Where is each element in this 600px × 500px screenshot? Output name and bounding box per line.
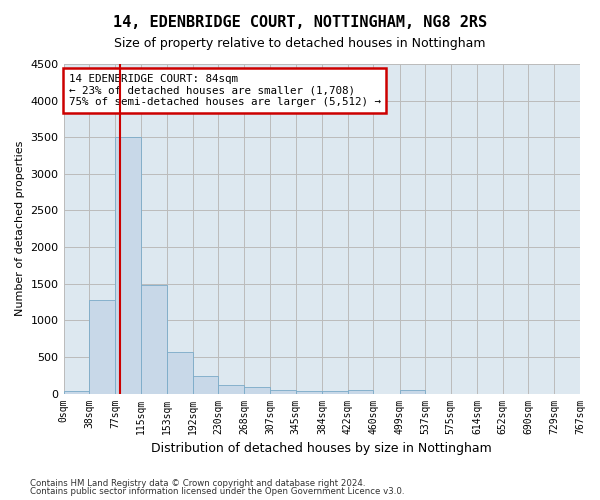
Bar xyxy=(89,300,115,394)
Bar xyxy=(244,388,270,394)
Text: Contains public sector information licensed under the Open Government Licence v3: Contains public sector information licen… xyxy=(30,487,404,496)
Bar xyxy=(400,390,425,394)
Bar xyxy=(270,390,296,394)
Bar xyxy=(115,136,141,394)
Bar xyxy=(322,392,347,394)
Text: Size of property relative to detached houses in Nottingham: Size of property relative to detached ho… xyxy=(114,38,486,51)
Text: 14 EDENBRIDGE COURT: 84sqm
← 23% of detached houses are smaller (1,708)
75% of s: 14 EDENBRIDGE COURT: 84sqm ← 23% of deta… xyxy=(69,74,381,107)
Bar xyxy=(64,390,89,394)
Bar xyxy=(141,285,167,394)
Bar xyxy=(218,385,244,394)
Bar xyxy=(296,390,322,394)
Text: 14, EDENBRIDGE COURT, NOTTINGHAM, NG8 2RS: 14, EDENBRIDGE COURT, NOTTINGHAM, NG8 2R… xyxy=(113,15,487,30)
Bar xyxy=(167,352,193,394)
Bar xyxy=(347,390,373,394)
X-axis label: Distribution of detached houses by size in Nottingham: Distribution of detached houses by size … xyxy=(151,442,492,455)
Bar xyxy=(193,376,218,394)
Text: Contains HM Land Registry data © Crown copyright and database right 2024.: Contains HM Land Registry data © Crown c… xyxy=(30,478,365,488)
Y-axis label: Number of detached properties: Number of detached properties xyxy=(15,141,25,316)
